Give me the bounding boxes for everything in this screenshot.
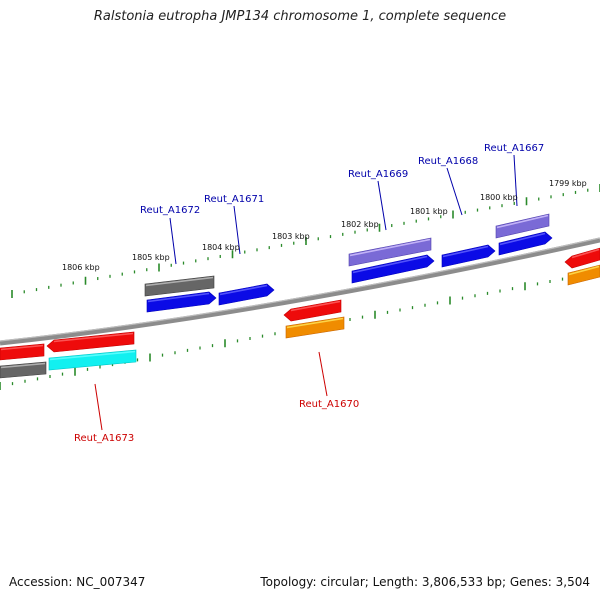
feature-grey-outer-1-highlight xyxy=(145,276,214,287)
gene-partial-red-left-highlight xyxy=(0,344,44,351)
leader-reut-a1671 xyxy=(233,205,241,255)
map-title: Ralstonia eutropha JMP134 chromosome 1, … xyxy=(93,9,507,24)
gene-reut-a1673[interactable] xyxy=(46,331,135,353)
leader-reut-a1668 xyxy=(446,167,463,216)
gene-reut-a1672[interactable] xyxy=(146,291,217,313)
scale-labels-layer: 1806 kbp 1805 kbp 1804 kbp 1803 kbp 1802… xyxy=(62,179,587,272)
feature-orange-right[interactable] xyxy=(567,264,600,286)
gene-reut-a1667-highlight xyxy=(499,232,546,246)
gene-label-reut-a1669[interactable]: Reut_A1669 xyxy=(348,169,408,180)
gene-reut-a1667[interactable] xyxy=(498,231,553,256)
scale-label-1805: 1805 kbp xyxy=(132,253,170,262)
chromosome-backbone-layer xyxy=(0,237,600,346)
feature-purple-outer-2[interactable] xyxy=(495,213,550,239)
feature-purple-outer-1[interactable] xyxy=(348,237,432,267)
gene-label-reut-a1673[interactable]: Reut_A1673 xyxy=(74,433,134,444)
gene-labels-layer: Reut_A1672 Reut_A1671 Reut_A1669 Reut_A1… xyxy=(74,143,544,444)
label-leader-lines-layer xyxy=(94,154,518,431)
gene-label-reut-a1670[interactable]: Reut_A1670 xyxy=(299,399,359,410)
gene-reut-a1669[interactable] xyxy=(351,254,435,284)
feature-cyan-reut-a1673[interactable] xyxy=(48,349,137,371)
gene-label-reut-a1667[interactable]: Reut_A1667 xyxy=(484,143,544,154)
leader-reut-a1667 xyxy=(513,154,518,207)
feature-orange-right-highlight xyxy=(568,265,600,276)
gene-reut-a1669-highlight xyxy=(352,255,428,274)
scale-label-1802: 1802 kbp xyxy=(341,220,379,229)
gene-reut-a1670[interactable] xyxy=(283,299,342,322)
feature-orange-reut-a1670[interactable] xyxy=(285,316,345,339)
gene-label-reut-a1672[interactable]: Reut_A1672 xyxy=(140,205,200,216)
gene-partial-red-right[interactable] xyxy=(564,247,600,269)
gene-reut-a1670-highlight xyxy=(290,300,341,312)
gene-features-layer xyxy=(0,213,600,379)
scale-label-1799: 1799 kbp xyxy=(549,179,587,188)
feature-purple-outer-2-highlight xyxy=(496,214,549,229)
scale-label-1801: 1801 kbp xyxy=(410,207,448,216)
gene-reut-a1672-highlight xyxy=(147,292,210,303)
feature-grey-left-highlight xyxy=(0,362,46,369)
feature-cyan-reut-a1673-highlight xyxy=(49,350,136,361)
feature-purple-outer-1-highlight xyxy=(349,238,431,257)
gene-partial-red-right-highlight xyxy=(571,248,600,259)
leader-reut-a1673 xyxy=(94,383,103,431)
gene-label-reut-a1671[interactable]: Reut_A1671 xyxy=(204,194,264,205)
leader-reut-a1670 xyxy=(318,351,328,397)
feature-grey-outer-1[interactable] xyxy=(144,275,215,297)
scale-label-1800: 1800 kbp xyxy=(480,193,518,202)
chromosome-backbone xyxy=(0,237,600,346)
feature-orange-reut-a1670-highlight xyxy=(286,317,344,329)
gene-reut-a1673-highlight xyxy=(53,332,134,343)
accession-text: Accession: NC_007347 xyxy=(9,575,146,589)
chromosome-backbone-highlight xyxy=(0,237,600,342)
gene-reut-a1668[interactable] xyxy=(441,244,496,268)
leader-reut-a1672 xyxy=(169,217,177,265)
gene-label-reut-a1668[interactable]: Reut_A1668 xyxy=(418,156,478,167)
gene-reut-a1668-highlight xyxy=(442,245,489,258)
topology-summary-text: Topology: circular; Length: 3,806,533 bp… xyxy=(260,575,590,589)
gene-reut-a1671[interactable] xyxy=(218,283,275,306)
leader-reut-a1669 xyxy=(377,180,387,231)
scale-label-1803: 1803 kbp xyxy=(272,232,310,241)
gene-reut-a1671-highlight xyxy=(219,284,268,296)
scale-label-1806: 1806 kbp xyxy=(62,263,100,272)
scale-label-1804: 1804 kbp xyxy=(202,243,240,252)
